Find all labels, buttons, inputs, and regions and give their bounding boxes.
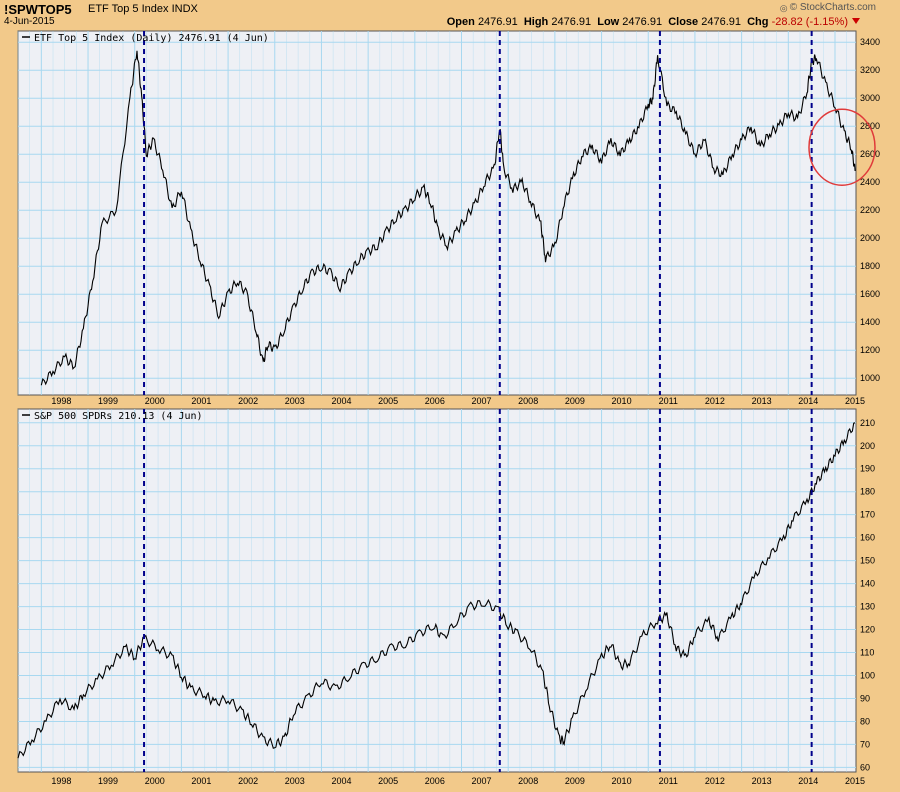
y-tick-label: 1400	[860, 317, 880, 327]
series-line	[40, 50, 856, 386]
x-tick-label: 2014	[798, 776, 818, 786]
x-tick-label: 2009	[565, 776, 585, 786]
y-tick-label: 1800	[860, 261, 880, 271]
x-tick-label: 2011	[659, 776, 678, 786]
highlight-circle	[808, 108, 876, 186]
panel-title: ETF Top 5 Index (Daily) 2476.91 (4 Jun)	[34, 33, 269, 44]
close-label: Close	[668, 16, 699, 28]
x-tick-label: 1999	[98, 776, 118, 786]
quote-bar: Open 2476.91 High 2476.91 Low 2476.91 Cl…	[447, 16, 848, 28]
close-value: 2476.91	[701, 16, 741, 28]
chg-value: -28.82 (-1.15%)	[771, 16, 848, 28]
stockcharts-logo-icon: ◎	[779, 3, 788, 13]
x-tick-label: 2011	[659, 396, 678, 406]
x-tick-label: 2005	[378, 396, 398, 406]
y-tick-label: 2600	[860, 149, 880, 159]
y-tick-label: 2400	[860, 177, 880, 187]
x-tick-label: 1998	[51, 396, 71, 406]
y-tick-label: 2000	[860, 233, 880, 243]
x-tick-label: 2013	[752, 396, 772, 406]
brand-label[interactable]: ◎ © StockCharts.com	[780, 2, 876, 13]
down-arrow-icon	[852, 18, 860, 24]
x-tick-label: 2006	[425, 776, 445, 786]
x-tick-label: 2005	[378, 776, 398, 786]
x-tick-label: 2009	[565, 396, 585, 406]
low-value: 2476.91	[622, 16, 663, 28]
y-tick-label: 130	[860, 602, 875, 612]
y-tick-label: 170	[860, 510, 875, 520]
y-tick-label: 70	[860, 739, 870, 749]
y-tick-label: 190	[860, 464, 875, 474]
y-tick-label: 210	[860, 418, 875, 428]
x-tick-label: 2012	[705, 776, 725, 786]
index-subtitle: ETF Top 5 Index INDX	[88, 3, 198, 15]
x-tick-label: 2007	[471, 396, 491, 406]
plot-area	[17, 408, 857, 773]
series-line	[17, 422, 856, 759]
x-tick-label: 2004	[331, 396, 351, 406]
y-tick-label: 120	[860, 625, 875, 635]
x-tick-label: 2004	[331, 776, 351, 786]
y-tick-label: 3400	[860, 37, 880, 47]
x-tick-label: 2015	[845, 776, 865, 786]
y-tick-label: 150	[860, 556, 875, 566]
x-tick-label: 2001	[191, 776, 211, 786]
y-tick-label: 90	[860, 693, 870, 703]
high-label: High	[523, 16, 549, 28]
x-tick-label: 2008	[518, 776, 538, 786]
date-label: 4-Jun-2015	[4, 16, 55, 27]
x-tick-label: 2013	[752, 776, 772, 786]
y-tick-label: 1200	[860, 345, 880, 355]
y-tick-label: 100	[860, 671, 875, 681]
high-value: 2476.91	[551, 16, 592, 28]
y-tick-label: 1600	[860, 289, 880, 299]
open-label: Open	[446, 16, 475, 28]
y-tick-label: 2200	[860, 205, 880, 215]
y-tick-label: 1000	[860, 373, 880, 383]
x-tick-label: 2006	[425, 396, 445, 406]
y-tick-label: 180	[860, 487, 875, 497]
y-tick-label: 200	[860, 441, 875, 451]
x-tick-label: 2007	[471, 776, 491, 786]
y-tick-label: 60	[860, 762, 870, 772]
x-tick-label: 2002	[238, 776, 258, 786]
x-tick-label: 1998	[51, 776, 71, 786]
y-tick-label: 80	[860, 716, 870, 726]
x-tick-label: 2002	[238, 396, 258, 406]
x-tick-label: 2015	[845, 396, 865, 406]
x-tick-label: 2003	[285, 396, 305, 406]
x-tick-label: 1999	[98, 396, 118, 406]
brand-text: © StockCharts.com	[789, 2, 876, 13]
chart-panel-2: 1998 1999 2000 2001 2002 2003 2004 2005 2006 2007…	[17, 408, 875, 786]
x-tick-label: 2000	[145, 776, 165, 786]
x-tick-label: 2010	[612, 776, 632, 786]
x-tick-label: 2012	[705, 396, 725, 406]
y-tick-label: 160	[860, 533, 875, 543]
x-tick-label: 2008	[518, 396, 538, 406]
y-tick-label: 110	[860, 648, 874, 658]
y-tick-label: 3000	[860, 93, 880, 103]
x-tick-label: 2003	[285, 776, 305, 786]
panel-title: S&P 500 SPDRs 210.13 (4 Jun)	[34, 411, 203, 422]
chg-label: Chg	[747, 16, 769, 28]
x-tick-label: 2000	[145, 396, 165, 406]
x-tick-label: 2010	[612, 396, 632, 406]
x-tick-label: 2014	[798, 396, 818, 406]
y-tick-label: 3200	[860, 65, 880, 75]
chart-panel-1: 1998 1999 2000 2001 2002 2003 2004 2005 2006 2007…	[17, 30, 880, 406]
y-tick-label: 140	[860, 579, 875, 589]
x-tick-label: 2001	[191, 396, 211, 406]
low-label: Low	[597, 16, 620, 28]
symbol-label: !SPWTOP5	[4, 2, 72, 17]
open-value: 2476.91	[477, 16, 518, 28]
